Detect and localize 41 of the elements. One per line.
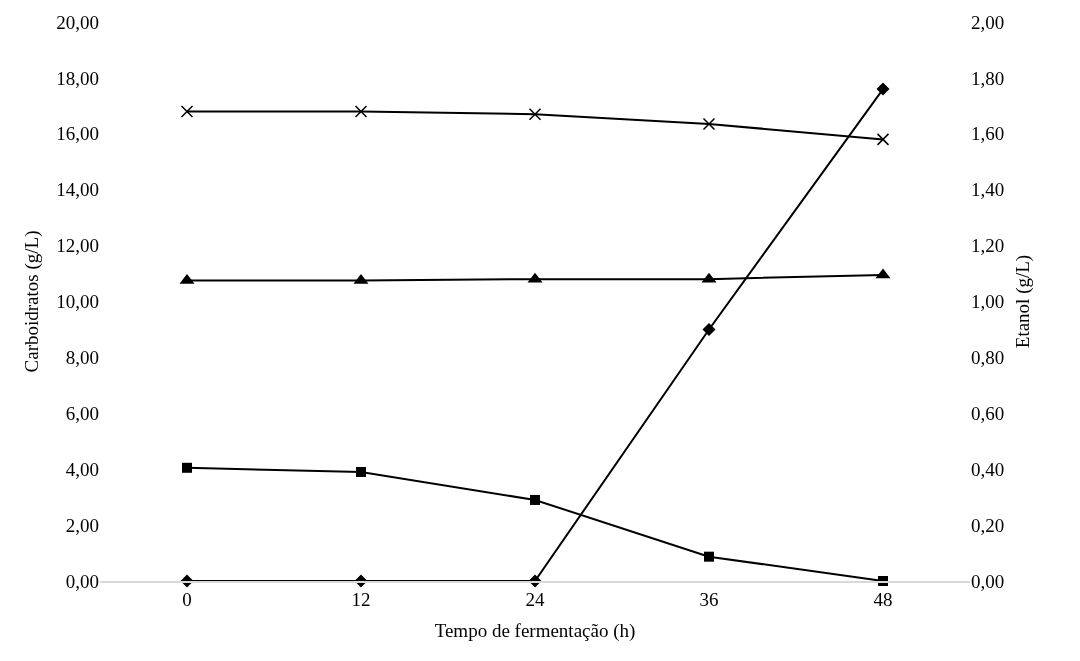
x-tick-label: 0: [182, 588, 192, 610]
y-tick-label: 6,00: [65, 402, 99, 424]
y-tick-label: 0,00: [65, 570, 99, 592]
y-tick-label: 8,00: [65, 347, 99, 369]
y2-tick-label: 1,80: [971, 67, 1005, 89]
point: [876, 82, 890, 96]
y2-tick-label: 1,00: [971, 291, 1005, 313]
point: [528, 107, 542, 121]
point: [354, 105, 368, 118]
point: [530, 494, 540, 505]
y2-tick-label: 0,20: [971, 514, 1005, 536]
y2-tick-label: 1,40: [971, 179, 1005, 201]
y2-tick-label: 0,00: [971, 570, 1005, 592]
y-tick-label: 16,00: [56, 123, 99, 145]
y-tick-label: 2,00: [65, 514, 99, 536]
x-tick-label: 24: [525, 588, 545, 610]
point: [182, 462, 192, 473]
y2-axis-title: Etanol (g/L): [1012, 254, 1035, 349]
point: [876, 133, 890, 146]
y2-tick-label: 1,60: [971, 123, 1005, 145]
point: [180, 105, 194, 118]
y2-tick-label: 2,00: [971, 11, 1005, 33]
y-tick-label: 4,00: [65, 458, 99, 480]
x-axis-title: Tempo de fermentação (h): [434, 619, 636, 642]
point: [702, 322, 716, 336]
point: [702, 117, 716, 131]
point: [704, 551, 714, 562]
y2-tick-label: 0,40: [971, 458, 1005, 480]
y-tick-label: 14,00: [56, 179, 99, 201]
x-tick-label: 48: [873, 588, 893, 610]
y-axis-title: Carboidratos (g/L): [21, 230, 44, 373]
x-tick-label: 12: [351, 588, 371, 610]
y-tick-label: 10,00: [56, 291, 99, 313]
y-tick-label: 20,00: [56, 11, 99, 33]
x-tick-label: 36: [699, 588, 719, 610]
y2-tick-label: 0,80: [971, 347, 1005, 369]
y2-tick-label: 1,20: [971, 235, 1005, 257]
y-tick-label: 18,00: [56, 67, 99, 89]
y2-tick-label: 0,60: [971, 402, 1005, 424]
point: [356, 467, 366, 477]
y-tick-label: 12,00: [56, 235, 99, 257]
